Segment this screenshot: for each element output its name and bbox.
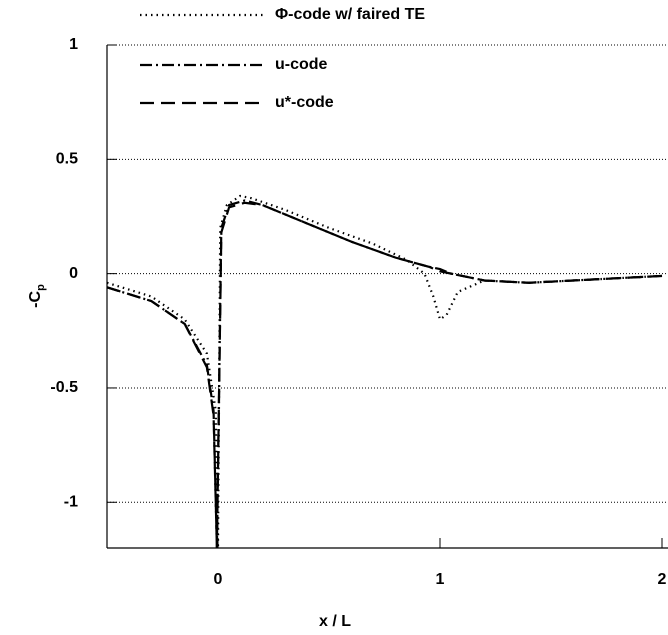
y-axis-label-main: -C (27, 290, 44, 307)
y-axis-label-sub: p (35, 284, 47, 291)
series-line (106, 194, 663, 549)
legend-label: Φ-code w/ faired TE (275, 6, 425, 23)
y-tick-label: 0 (69, 265, 78, 282)
series-line (106, 201, 663, 549)
y-tick-label: 0.5 (56, 151, 78, 168)
x-tick-label: 0 (214, 571, 223, 588)
x-tick-label: 2 (658, 571, 667, 588)
x-axis-label: x / L (319, 613, 351, 630)
x-tick-label: 1 (436, 571, 445, 588)
y-axis-label: -Cp (27, 284, 47, 308)
y-tick-label: -1 (64, 493, 78, 510)
y-tick-label: 1 (69, 36, 78, 53)
legend-label: u-code (275, 56, 328, 73)
y-tick-label: -0.5 (50, 379, 78, 396)
legend-label: u*-code (275, 94, 334, 111)
